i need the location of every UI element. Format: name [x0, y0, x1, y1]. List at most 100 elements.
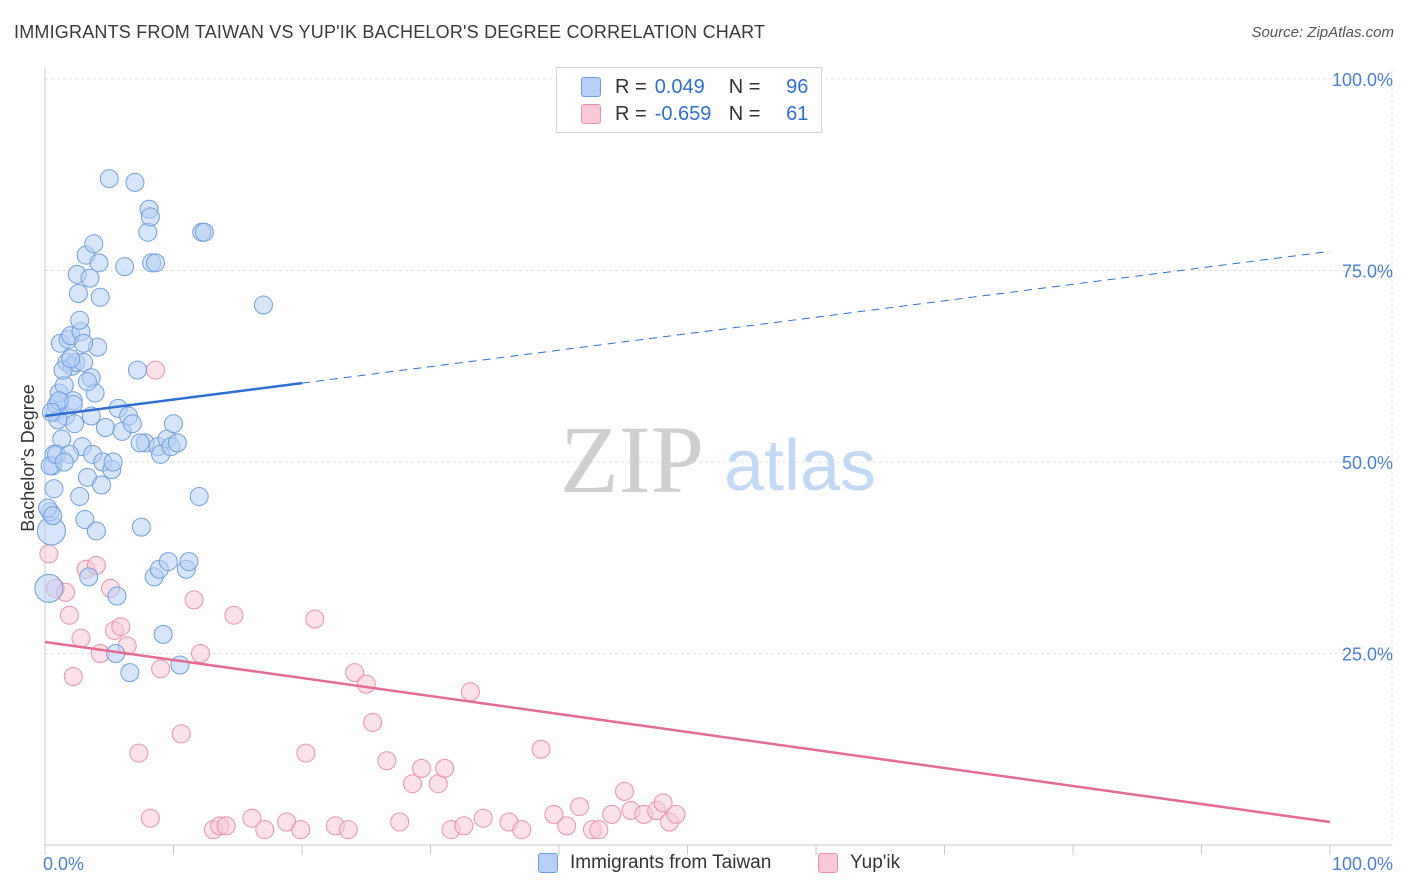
data-point-taiwan — [194, 222, 214, 242]
yupik-points — [39, 360, 686, 840]
trend-line-yupik — [44, 640, 1331, 824]
data-point-yupik — [589, 820, 609, 840]
y-tick-label: 25.0% — [1342, 645, 1393, 665]
legend-swatch-taiwan — [581, 77, 601, 97]
data-point-yupik — [557, 816, 577, 836]
r-value-yupik: -0.659 — [654, 102, 712, 125]
data-point-yupik — [146, 360, 166, 380]
data-point-yupik — [305, 609, 325, 629]
data-point-yupik — [338, 820, 358, 840]
data-point-yupik — [435, 758, 455, 778]
data-point-taiwan — [79, 567, 99, 587]
x-tick-label: 0.0% — [43, 854, 84, 874]
y-tick-label: 100.0% — [1332, 70, 1393, 90]
data-point-yupik — [345, 663, 365, 683]
data-point-yupik — [512, 820, 532, 840]
r-label: R = — [615, 102, 647, 125]
y-axis-label: Bachelor's Degree — [18, 384, 38, 532]
data-point-taiwan — [86, 521, 106, 541]
n-value-taiwan: 96 — [786, 75, 809, 98]
data-point-taiwan — [179, 552, 199, 572]
correlation-legend: R = 0.049 N = 96 R = -0.659 N = 61 — [556, 67, 822, 133]
data-point-taiwan — [153, 624, 173, 644]
data-point-taiwan — [90, 287, 110, 307]
data-point-yupik — [39, 544, 59, 564]
data-point-yupik — [255, 820, 275, 840]
y-tick-label: 50.0% — [1342, 453, 1393, 473]
data-point-taiwan — [99, 169, 119, 189]
bottom-label-yupik: Yup'ik — [850, 852, 901, 873]
trend-lines — [44, 250, 1331, 824]
data-point-taiwan — [130, 433, 150, 453]
data-point-yupik — [216, 816, 236, 836]
legend-row-yupik: R = -0.659 N = 61 — [581, 101, 808, 127]
data-point-yupik — [531, 739, 551, 759]
data-point-yupik — [140, 808, 160, 828]
bottom-legend-taiwan: Immigrants from Taiwan — [538, 852, 771, 874]
data-point-yupik — [653, 793, 673, 813]
data-point-yupik — [460, 682, 480, 702]
data-point-yupik — [184, 590, 204, 610]
data-point-yupik — [544, 804, 564, 824]
data-point-taiwan — [41, 402, 61, 422]
r-label: R = — [615, 75, 647, 98]
data-point-taiwan — [70, 310, 90, 330]
data-point-yupik — [377, 751, 397, 771]
data-point-taiwan — [92, 475, 112, 495]
data-point-taiwan — [77, 372, 97, 392]
data-point-taiwan — [84, 234, 104, 254]
n-value-yupik: 61 — [786, 102, 809, 125]
data-point-taiwan — [140, 207, 160, 227]
data-point-taiwan — [80, 268, 100, 288]
data-point-taiwan — [61, 349, 81, 369]
data-point-yupik — [111, 617, 131, 637]
trend-line-taiwan — [44, 381, 303, 418]
data-point-taiwan — [131, 517, 151, 537]
bottom-swatch-taiwan — [538, 853, 558, 873]
trend-line-taiwan-projection — [301, 250, 1331, 384]
data-point-taiwan — [146, 253, 166, 273]
y-tick-label: 75.0% — [1342, 262, 1393, 282]
bottom-label-taiwan: Immigrants from Taiwan — [570, 852, 772, 873]
data-point-yupik — [356, 674, 376, 694]
data-point-yupik — [129, 743, 149, 763]
data-point-yupik — [403, 774, 423, 794]
data-point-taiwan — [43, 506, 63, 526]
data-point-yupik — [224, 605, 244, 625]
data-point-yupik — [242, 808, 262, 828]
watermark-zip: ZIP — [560, 406, 704, 513]
data-point-yupik — [59, 605, 79, 625]
data-point-taiwan — [70, 486, 90, 506]
watermark-atlas: atlas — [724, 426, 876, 506]
data-point-yupik — [570, 797, 590, 817]
data-point-yupik — [151, 659, 171, 679]
data-point-taiwan — [34, 573, 64, 603]
data-point-yupik — [473, 808, 493, 828]
data-point-taiwan — [89, 253, 109, 273]
bottom-swatch-yupik — [818, 853, 838, 873]
data-point-taiwan — [44, 479, 64, 499]
x-tick-label: 100.0% — [1332, 854, 1393, 874]
taiwan-points — [34, 169, 273, 683]
data-point-taiwan — [103, 452, 123, 472]
data-point-yupik — [296, 743, 316, 763]
data-point-yupik — [615, 781, 635, 801]
data-point-taiwan — [122, 414, 142, 434]
n-label: N = — [728, 75, 761, 98]
data-point-taiwan — [253, 295, 273, 315]
watermark: ZIP atlas — [560, 406, 876, 513]
data-point-taiwan — [107, 586, 127, 606]
data-point-yupik — [71, 628, 91, 648]
data-point-yupik — [63, 666, 83, 686]
r-value-taiwan: 0.049 — [654, 75, 705, 98]
data-point-taiwan — [167, 433, 187, 453]
data-point-yupik — [171, 724, 191, 744]
legend-row-taiwan: R = 0.049 N = 96 — [581, 74, 808, 100]
grid-lines — [45, 70, 1393, 845]
chart-title: IMMIGRANTS FROM TAIWAN VS YUP'IK BACHELO… — [14, 22, 766, 42]
data-point-taiwan — [158, 552, 178, 572]
data-point-taiwan — [125, 172, 145, 192]
axis-labels: 25.0% 50.0% 75.0% 100.0% 0.0% 100.0% Bachelor'… — [18, 70, 1393, 874]
data-point-taiwan — [65, 414, 85, 434]
data-point-yupik — [190, 644, 210, 663]
